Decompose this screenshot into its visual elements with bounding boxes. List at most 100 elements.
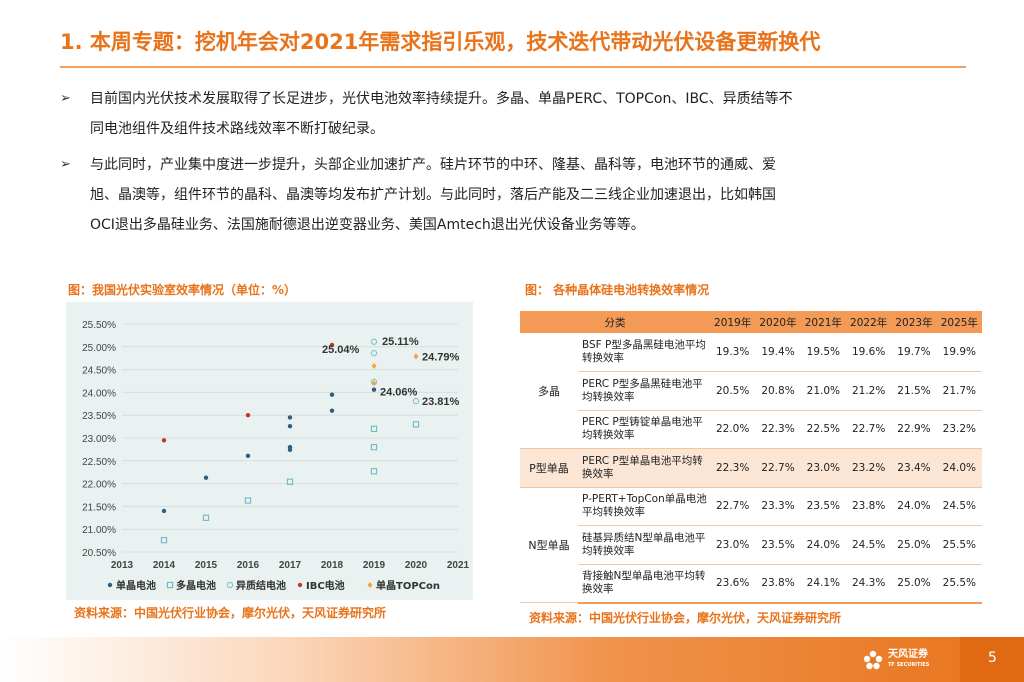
table-source: 资料来源：中国光伏行业协会，摩尔光伏，天风证券研究所 — [529, 611, 842, 625]
header-category: 分类 — [520, 311, 710, 333]
efficiency-value: 19.3% — [710, 333, 756, 372]
efficiency-value: 23.8% — [755, 564, 801, 604]
y-tick-label: 23.50% — [82, 411, 116, 422]
efficiency-value: 25.0% — [891, 564, 937, 604]
efficiency-value: 24.0% — [800, 525, 846, 565]
header-year: 2019年 — [710, 311, 756, 333]
row-description: P-PERT+TopCon单晶电池平均转换效率 — [578, 487, 710, 526]
data-point — [329, 342, 335, 348]
data-point — [370, 443, 378, 451]
efficiency-value: 23.0% — [710, 525, 756, 565]
group-label: 多晶 — [520, 333, 578, 449]
data-point — [160, 536, 168, 544]
efficiency-value: 21.7% — [936, 371, 982, 411]
data-point — [161, 438, 167, 443]
legend-marker — [107, 582, 113, 588]
table-row: 背接触N型单晶电池平均转换效率 23.6% 23.8% 24.1% 24.3% 25.0%… — [520, 564, 982, 604]
logo-subtext: TF SECURITIES — [888, 662, 930, 668]
row-description: PERC P型多晶黑硅电池平均转换效率 — [578, 371, 710, 411]
x-tick-label: 2018 — [321, 560, 344, 571]
y-tick-label: 23.00% — [82, 434, 116, 445]
efficiency-value: 22.5% — [800, 410, 846, 449]
bullet-text: 与此同时，产业集中度进一步提升，头部企业加速扩产。硅片环节的中环、隆基、晶科等，… — [90, 157, 776, 233]
data-label: 24.79% — [422, 351, 460, 363]
bullet-text: 目前国内光伏技术发展取得了长足进步，光伏电池效率持续提升。多晶、单晶PERC、T… — [90, 91, 793, 137]
x-tick-label: 2013 — [111, 560, 134, 571]
efficiency-value: 23.5% — [800, 487, 846, 526]
efficiency-value: 22.7% — [755, 448, 801, 488]
efficiency-value: 22.3% — [755, 410, 801, 449]
data-point — [203, 475, 209, 480]
y-tick-label: 24.00% — [82, 388, 116, 399]
header-year: 2023年 — [891, 311, 937, 333]
efficiency-table: 分类 2019年 2020年 2021年 2022年 2023年 2025年 多… — [520, 311, 982, 604]
data-point — [286, 478, 294, 485]
data-point — [370, 468, 378, 475]
y-tick-label: 25.00% — [82, 343, 116, 354]
row-description: PERC P型铸锭单晶电池平均转换效率 — [578, 410, 710, 449]
efficiency-value: 19.5% — [800, 333, 846, 372]
row-description: 硅基异质结N型单晶电池平均转换效率 — [578, 525, 710, 565]
efficiency-value: 24.1% — [800, 564, 846, 604]
y-tick-label: 21.00% — [82, 525, 116, 536]
efficiency-value: 23.6% — [710, 564, 756, 604]
efficiency-value: 20.8% — [755, 371, 801, 411]
legend-label: 多晶电池 — [176, 579, 216, 592]
y-tick-label: 21.50% — [82, 502, 116, 513]
efficiency-value: 19.9% — [936, 333, 982, 372]
table-row: P型单晶 PERC P型单晶电池平均转换效率 22.3% 22.7% 23.0% 23.2… — [520, 448, 982, 488]
data-point — [371, 387, 377, 392]
data-point — [202, 514, 210, 521]
data-point — [329, 392, 335, 397]
footer-band — [0, 637, 1024, 682]
data-point — [245, 453, 251, 458]
table-row: N型单晶 P-PERT+TopCon单晶电池平均转换效率 22.7% 23.3% 23.… — [520, 487, 982, 603]
row-description: PERC P型单晶电池平均转换效率 — [578, 448, 710, 488]
efficiency-value: 24.0% — [891, 487, 937, 526]
logo-name: 天风证券 — [888, 649, 928, 660]
page-number-panel — [960, 637, 1024, 682]
y-tick-label: 24.50% — [82, 366, 116, 377]
legend-marker — [166, 581, 174, 589]
data-point — [287, 423, 293, 429]
efficiency-value: 21.2% — [845, 371, 892, 411]
group-label: N型单晶 — [520, 487, 578, 603]
efficiency-value: 23.0% — [800, 448, 846, 488]
data-point — [244, 497, 252, 504]
chart-source: 资料来源：中国光伏行业协会，摩尔光伏，天风证券研究所 — [74, 606, 387, 620]
bullet-item: ➢ 目前国内光伏技术发展取得了长足进步，光伏电池效率持续提升。多晶、单晶PERC… — [60, 84, 960, 144]
data-label: 23.81% — [422, 396, 460, 408]
chart-svg: 20.50% 21.00% 21.50% 22.00% 22.50% 23.00% 23.5… — [82, 320, 469, 592]
table-caption: 图： 各种晶体硅电池转换效率情况 — [525, 283, 710, 297]
table-row: PERC P型多晶黑硅电池平均转换效率 20.5% 20.8% 21.0% 21.2% 2… — [520, 371, 982, 411]
bullet-item: ➢ 与此同时，产业集中度进一步提升，头部企业加速扩产。硅片环节的中环、隆基、晶科… — [60, 150, 960, 240]
data-point — [371, 380, 377, 387]
legend-label: 异质结电池 — [236, 579, 286, 592]
page-number: 5 — [988, 650, 997, 666]
legend-label: 单晶电池 — [116, 579, 156, 592]
efficiency-value: 24.5% — [936, 487, 982, 526]
efficiency-value: 20.5% — [710, 371, 756, 411]
x-tick-label: 2017 — [279, 560, 302, 571]
data-point — [370, 338, 378, 345]
efficiency-value: 22.0% — [710, 410, 756, 449]
company-logo: 天风证券 TF SECURITIES — [862, 646, 952, 674]
row-description: 背接触N型单晶电池平均转换效率 — [578, 564, 710, 604]
data-label: 24.06% — [380, 387, 418, 399]
legend-marker — [367, 582, 373, 588]
efficiency-value: 23.8% — [845, 487, 892, 526]
efficiency-value: 23.2% — [845, 448, 892, 488]
chart-caption: 图：我国光伏实验室效率情况（单位：%） — [68, 283, 297, 297]
y-tick-label: 22.00% — [82, 480, 116, 491]
efficiency-value: 23.5% — [755, 525, 801, 565]
data-point — [412, 421, 420, 428]
efficiency-value: 24.0% — [936, 448, 982, 488]
x-tick-label: 2019 — [363, 560, 386, 571]
page-title: 1. 本周专题：挖机年会对2021年需求指引乐观，技术迭代带动光伏设备更新换代 — [60, 30, 821, 54]
efficiency-value: 22.7% — [845, 410, 892, 449]
table-row: 硅基异质结N型单晶电池平均转换效率 23.0% 23.5% 24.0% 24.5% 25.… — [520, 525, 982, 565]
header-year: 2021年 — [800, 311, 846, 333]
data-point — [370, 425, 378, 433]
data-point — [329, 408, 335, 413]
data-label: 25.04% — [322, 344, 360, 356]
